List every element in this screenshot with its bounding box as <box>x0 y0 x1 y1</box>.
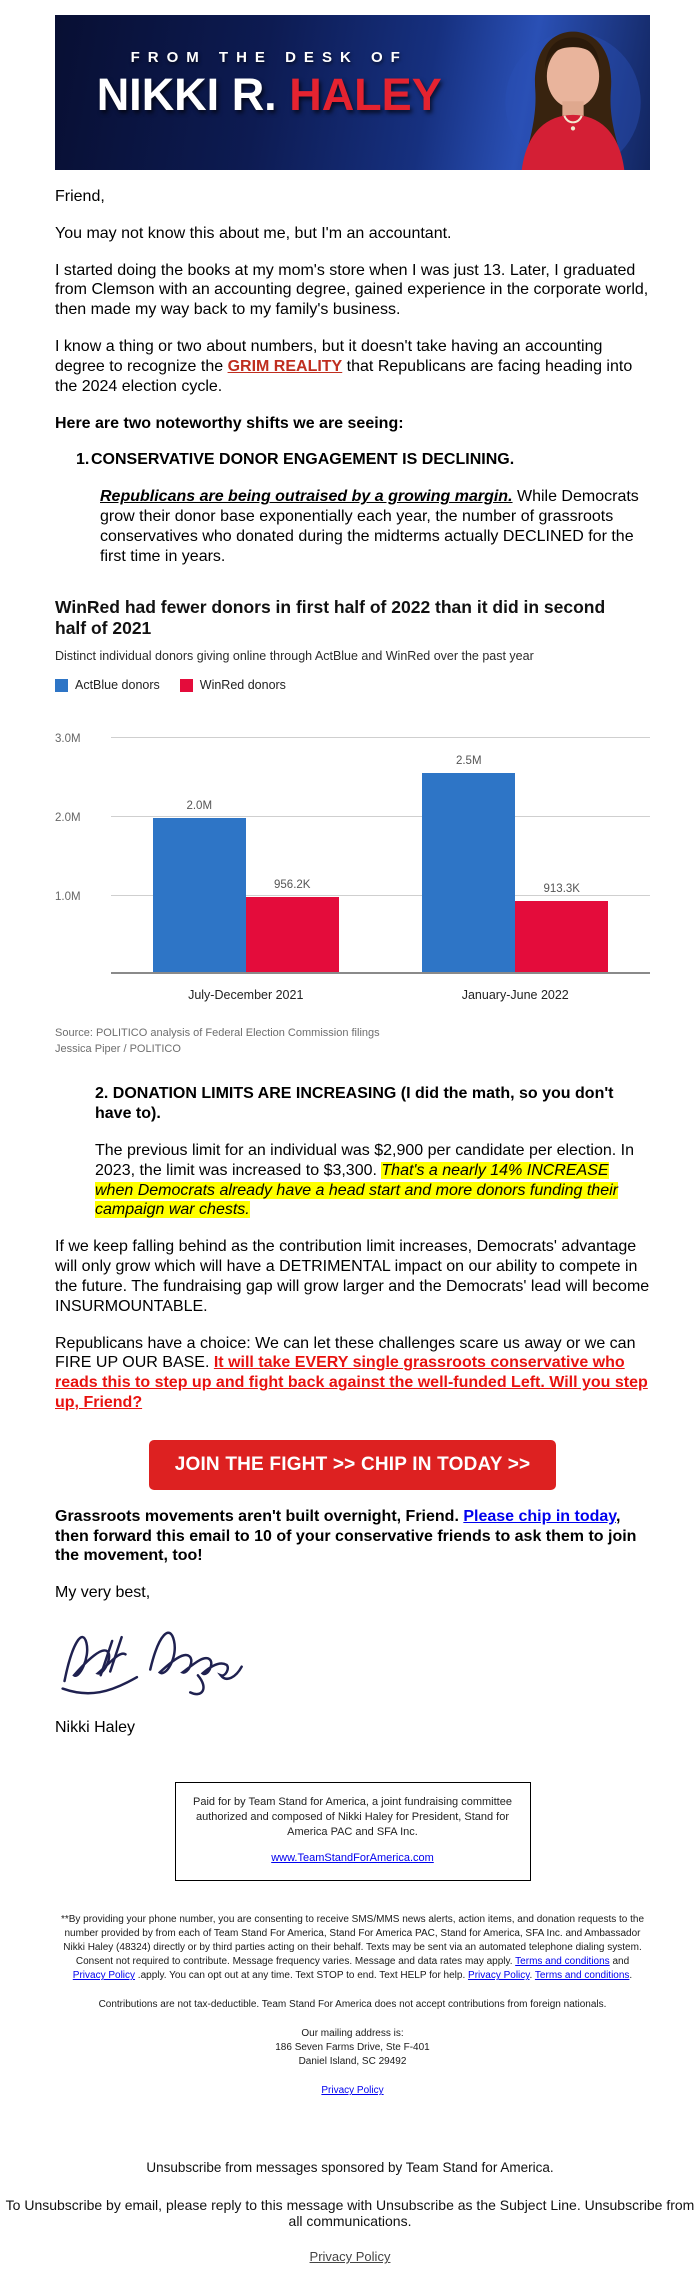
winred-bar-1: 956.2K <box>245 879 339 973</box>
bar-value-label: 2.5M <box>455 755 482 768</box>
legend-item-winred: WinRed donors <box>179 678 286 693</box>
grim-reality-link[interactable]: GRIM REALITY <box>227 357 343 375</box>
list-item-1-rest: While Democrats grow their donor base ex… <box>100 488 639 565</box>
chip-in-today-link[interactable]: Please chip in today <box>463 1507 616 1525</box>
x-axis-line <box>111 972 650 975</box>
paragraph-7-pre: Grassroots movements aren't built overni… <box>55 1507 464 1525</box>
x-axis-category-label: January-June 2022 <box>461 988 569 1003</box>
chip-in-button[interactable]: JOIN THE FIGHT >> CHIP IN TODAY >> <box>148 1439 557 1490</box>
sms-text-5: . <box>629 1970 633 1982</box>
list-item-1: 1. CONSERVATIVE DONOR ENGAGEMENT IS DECLI… <box>76 450 650 566</box>
sms-text-2: and <box>609 1956 630 1968</box>
list-item-1-title: CONSERVATIVE DONOR ENGAGEMENT IS DECLINI… <box>91 451 515 469</box>
unsubscribe-email-text: To Unsubscribe by email, please reply to… <box>5 2197 695 2230</box>
sms-disclaimer: **By providing your phone number, you ar… <box>55 1913 650 1983</box>
chart-plot: 1.0M 2.0M 3.0M 2.0M 956.2K July-December 2021… <box>55 716 650 1004</box>
header-banner: FROM THE DESK OF NIKKI R. HALEY <box>55 15 650 170</box>
legend-item-actblue: ActBlue donors <box>55 678 160 692</box>
actblue-bar-2: 2.5M <box>422 755 516 973</box>
paragraph-7-post: , then forward this email to 10 of your … <box>55 1507 637 1565</box>
actblue-swatch-icon <box>55 678 68 692</box>
paragraph-7: Grassroots movements aren't built overni… <box>55 1507 650 1566</box>
list-item-2-title: 2. DONATION LIMITS ARE INCREASING (I did… <box>95 1085 614 1123</box>
banner-text: FROM THE DESK OF NIKKI R. HALEY <box>55 49 483 117</box>
paragraph-3: I know a thing or two about numbers, but… <box>55 337 650 396</box>
terms-link-2[interactable]: Terms and conditions <box>534 1970 630 1982</box>
list-item-2-body: The previous limit for an individual was… <box>95 1141 650 1220</box>
paragraph-1: You may not know this about me, but I'm … <box>55 224 452 242</box>
banner-name-last: HALEY <box>276 69 442 120</box>
donor-chart: WinRed had fewer donors in first half of… <box>55 597 650 1059</box>
winred-bar-2: 913.3K <box>515 883 609 973</box>
gridline <box>111 894 650 896</box>
salutation: Friend, <box>55 188 105 205</box>
bar-value-label: 913.3K <box>543 882 580 895</box>
nikki-haley-photo <box>505 31 641 170</box>
chart-legend: ActBlue donors WinRed donors <box>55 678 650 692</box>
sms-text-4: . <box>529 1970 535 1982</box>
paragraph-3-post: that Republicans are facing heading into… <box>55 357 633 395</box>
bar-group: 2.5M 913.3K <box>381 736 651 973</box>
signature-image <box>55 1620 650 1701</box>
chart-subtitle: Distinct individual donors giving online… <box>55 649 534 664</box>
paragraph-4: Here are two noteworthy shifts we are se… <box>55 414 404 432</box>
signer-name: Nikki Haley <box>55 1719 136 1737</box>
chart-title: WinRed had fewer donors in first half of… <box>55 596 606 639</box>
team-stand-for-america-link[interactable]: www.TeamStandForAmerica.com <box>271 1852 434 1865</box>
paragraph-6: Republicans have a choice: We can let th… <box>55 1334 650 1413</box>
chart-source-line1: Source: POLITICO analysis of Federal Ele… <box>55 1027 380 1040</box>
sms-text-3: .apply. You can opt out at any time. Tex… <box>135 1970 469 1982</box>
privacy-policy-row: Privacy Policy <box>55 2084 650 2098</box>
privacy-link-1[interactable]: Privacy Policy <box>72 1970 136 1982</box>
step-up-link[interactable]: It will take EVERY single grassroots con… <box>55 1354 648 1411</box>
closing: My very best, <box>55 1584 151 1602</box>
terms-link-1[interactable]: Terms and conditions <box>515 1956 610 1968</box>
mailing-address-label: Our mailing address is: <box>301 2028 404 2040</box>
list-item-2-pre: The previous limit for an individual was… <box>95 1141 634 1179</box>
y-axis-tick-label: 1.0M <box>55 890 81 903</box>
privacy-policy-link[interactable]: Privacy Policy <box>321 2085 384 2097</box>
mailing-address-line2: Daniel Island, SC 29492 <box>298 2056 407 2068</box>
chart-source-line2: Jessica Piper / POLITICO <box>55 1043 181 1056</box>
paragraph-5: If we keep falling behind as the contrib… <box>55 1238 650 1315</box>
banner-name: NIKKI R. HALEY <box>55 72 483 117</box>
banner-name-first: NIKKI R. <box>96 69 277 120</box>
actblue-bar-1: 2.0M <box>152 800 246 973</box>
winred-swatch-icon <box>179 678 193 692</box>
gridline <box>111 737 650 739</box>
privacy-link-2[interactable]: Privacy Policy <box>468 1970 530 1982</box>
mailing-address: Our mailing address is: 186 Seven Farms … <box>55 2027 650 2069</box>
list-item-1-body: Republicans are being outraised by a gro… <box>100 487 650 566</box>
chart-source: Source: POLITICO analysis of Federal Ele… <box>55 1026 650 1058</box>
email-page: FROM THE DESK OF NIKKI R. HALEY Friend, … <box>0 15 700 2278</box>
bar-value-label: 956.2K <box>274 879 311 892</box>
y-axis-tick-label: 2.0M <box>55 812 81 825</box>
legend-label-actblue: ActBlue donors <box>75 678 160 693</box>
paragraph-3-pre: I know a thing or two about numbers, but… <box>55 338 603 375</box>
not-tax-deductible: Contributions are not tax-deductible. Te… <box>98 1999 607 2011</box>
list-item-1-number: 1. <box>76 451 90 469</box>
paid-for-text: Paid for by Team Stand for America, a jo… <box>193 1795 512 1838</box>
list-item-1-lead: Republicans are being outraised by a gro… <box>100 488 513 506</box>
sms-text-1: **By providing your phone number, you ar… <box>60 1914 645 1968</box>
bar-value-label: 2.0M <box>186 800 213 813</box>
unsubscribe-sponsored-text: Unsubscribe from messages sponsored by T… <box>146 2160 554 2176</box>
mailing-address-line1: 186 Seven Farms Drive, Ste F-401 <box>275 2042 430 2054</box>
paragraph-2: I started doing the books at my mom's st… <box>55 261 649 319</box>
privacy-policy-bottom-link[interactable]: Privacy Policy <box>309 2249 391 2265</box>
y-axis-tick-label: 3.0M <box>55 733 81 746</box>
paid-for-box: Paid for by Team Stand for America, a jo… <box>174 1781 531 1882</box>
list-item-2: 2. DONATION LIMITS ARE INCREASING (I did… <box>95 1084 650 1220</box>
x-axis-category-label: July-December 2021 <box>188 988 304 1003</box>
legend-label-winred: WinRed donors <box>199 678 286 693</box>
gridline <box>111 816 650 818</box>
bar-group: 2.0M 956.2K <box>111 736 381 973</box>
banner-kicker: FROM THE DESK OF <box>130 49 408 66</box>
paragraph-6-pre: Republicans have a choice: We can let th… <box>55 1334 636 1372</box>
